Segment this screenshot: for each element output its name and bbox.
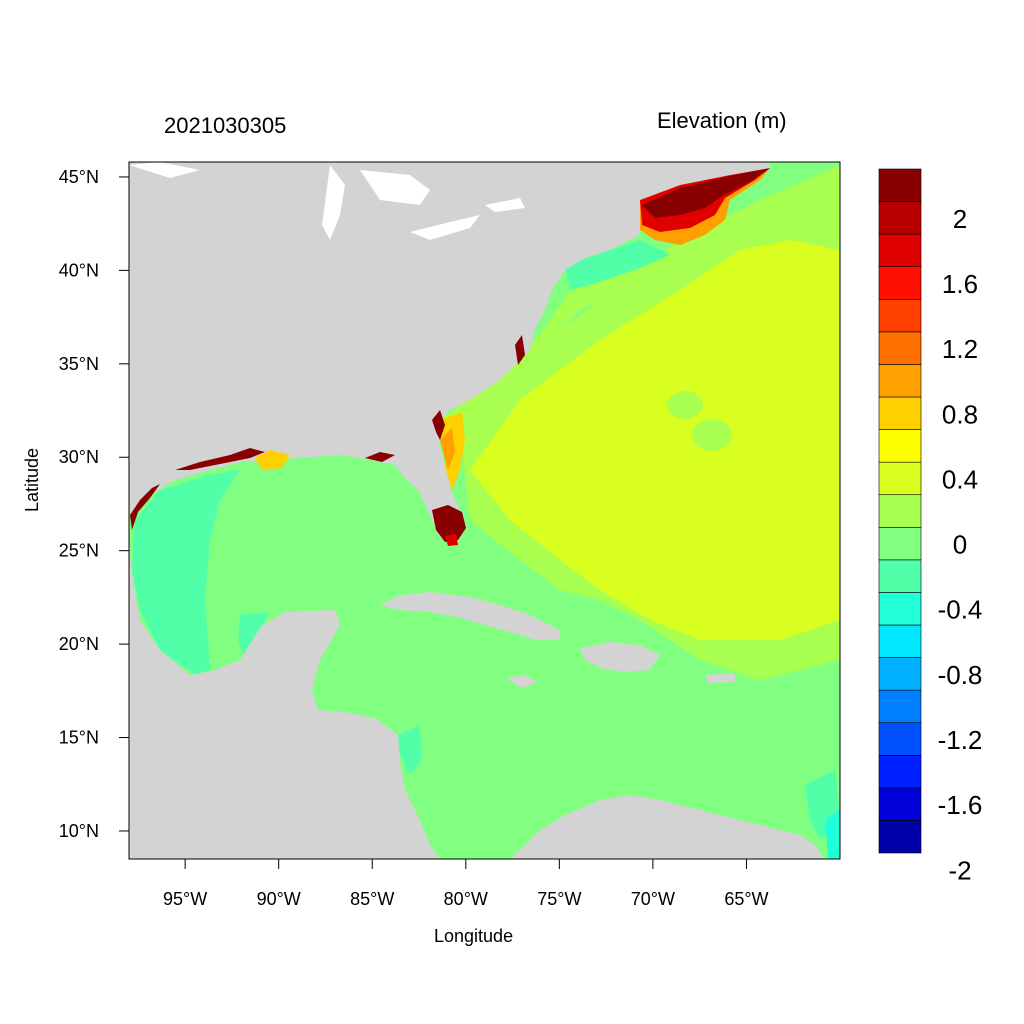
south-florida-surge [432,505,466,542]
colorbar-label: 0.8 [942,399,978,429]
colorbar-swatch [878,364,922,398]
south-america [510,795,825,859]
colorbar-swatch [878,201,922,235]
colorbar-swatch [878,754,922,789]
atlantic-shelf [440,245,700,500]
colorbar-swatch [878,331,922,365]
x-axis-label: Longitude [434,926,514,946]
colorbar-swatch [878,657,922,691]
colorbar-swatch [878,266,922,300]
lon-tick-label: 65°W [724,889,768,909]
mid-atlantic-bight [565,240,670,290]
lake-michigan [322,165,345,240]
colorbar-label: 1.6 [942,269,978,299]
date-title: 2021030305 [164,113,287,138]
lon-tick-label: 70°W [631,889,675,909]
colorbar-swatch [878,233,922,268]
colorbar-label: 0.4 [942,464,978,494]
atlantic-zone-warm [470,240,840,640]
hispaniola [580,642,660,672]
colorbar-swatch [878,592,922,626]
land-mass [129,162,825,859]
lat-tick-label: 40°N [59,260,99,280]
lakes [129,162,525,240]
colorbar-swatch [878,494,922,528]
lon-tick-label: 95°W [163,889,207,909]
florida-coast-surge-core [440,428,455,470]
lat-tick-label: 10°N [59,821,99,841]
lake-ontario [485,198,525,212]
puerto-rico [705,673,735,683]
mississippi-delta-surge [255,450,290,470]
eddy-2 [692,419,732,451]
lat-tick-label: 20°N [59,634,99,654]
central-america [129,545,440,859]
lon-tick-label: 90°W [257,889,301,909]
colorbar-swatch [878,526,922,561]
colorbar-label: -0.8 [938,660,983,690]
lake-huron [360,170,430,205]
cuba [380,592,560,640]
nicaragua-shelf [398,725,422,775]
colorbar-label: -2 [948,855,971,885]
colorbar-label: -1.2 [938,725,983,755]
colorbar [878,168,922,854]
western-gulf-shelf [132,470,240,675]
lon-tick-label: 85°W [350,889,394,909]
colorbar-swatch [878,787,922,821]
atlantic-zone-inner [560,430,660,560]
latitude-ticks: 45°N 40°N 35°N 30°N 25°N 20°N 15°N 10°N [59,167,129,841]
lon-tick-label: 80°W [444,889,488,909]
colorbar-swatch [878,168,922,202]
colorbar-swatch [878,624,922,658]
eddy-1 [667,391,703,419]
gulf-coast-inundation [130,335,525,530]
colorbar-label: 1.2 [942,334,978,364]
map-plot-area [129,162,840,859]
colorbar-swatch [878,461,922,496]
lat-tick-label: 15°N [59,728,99,748]
lat-tick-label: 25°N [59,541,99,561]
longitude-ticks: 95°W 90°W 85°W 80°W 75°W 70°W 65°W [163,859,769,909]
lake-erie [410,215,480,240]
colorbar-labels: 2 1.6 1.2 0.8 0.4 0 -0.4 -0.8 -1.2 -1.6 -2 [938,204,983,885]
colorbar-label: -1.6 [938,790,983,820]
lat-tick-label: 35°N [59,354,99,374]
colorbar-label: 2 [953,204,967,234]
colorbar-label: -0.4 [938,595,983,625]
colorbar-swatch [878,722,922,756]
field-title: Elevation (m) [657,108,787,133]
lat-tick-label: 30°N [59,447,99,467]
colorbar-swatch [878,820,922,854]
lat-tick-label: 45°N [59,167,99,187]
florida-keys-surge [445,534,458,546]
lake-superior [129,162,200,178]
lesser-antilles-low [825,810,840,859]
colorbar-swatch [878,429,922,463]
plot-frame [128,161,841,860]
lon-tick-label: 75°W [537,889,581,909]
colorbar-swatch [878,396,922,430]
colorbar-label: 0 [953,530,967,560]
jamaica [505,675,538,688]
campeche-bank [238,612,268,660]
gulf-of-maine-core [642,168,770,218]
colorbar-swatch [878,559,922,593]
colorbar-swatch [878,298,922,333]
colorbar-swatch [878,689,922,724]
north-america [129,162,770,540]
